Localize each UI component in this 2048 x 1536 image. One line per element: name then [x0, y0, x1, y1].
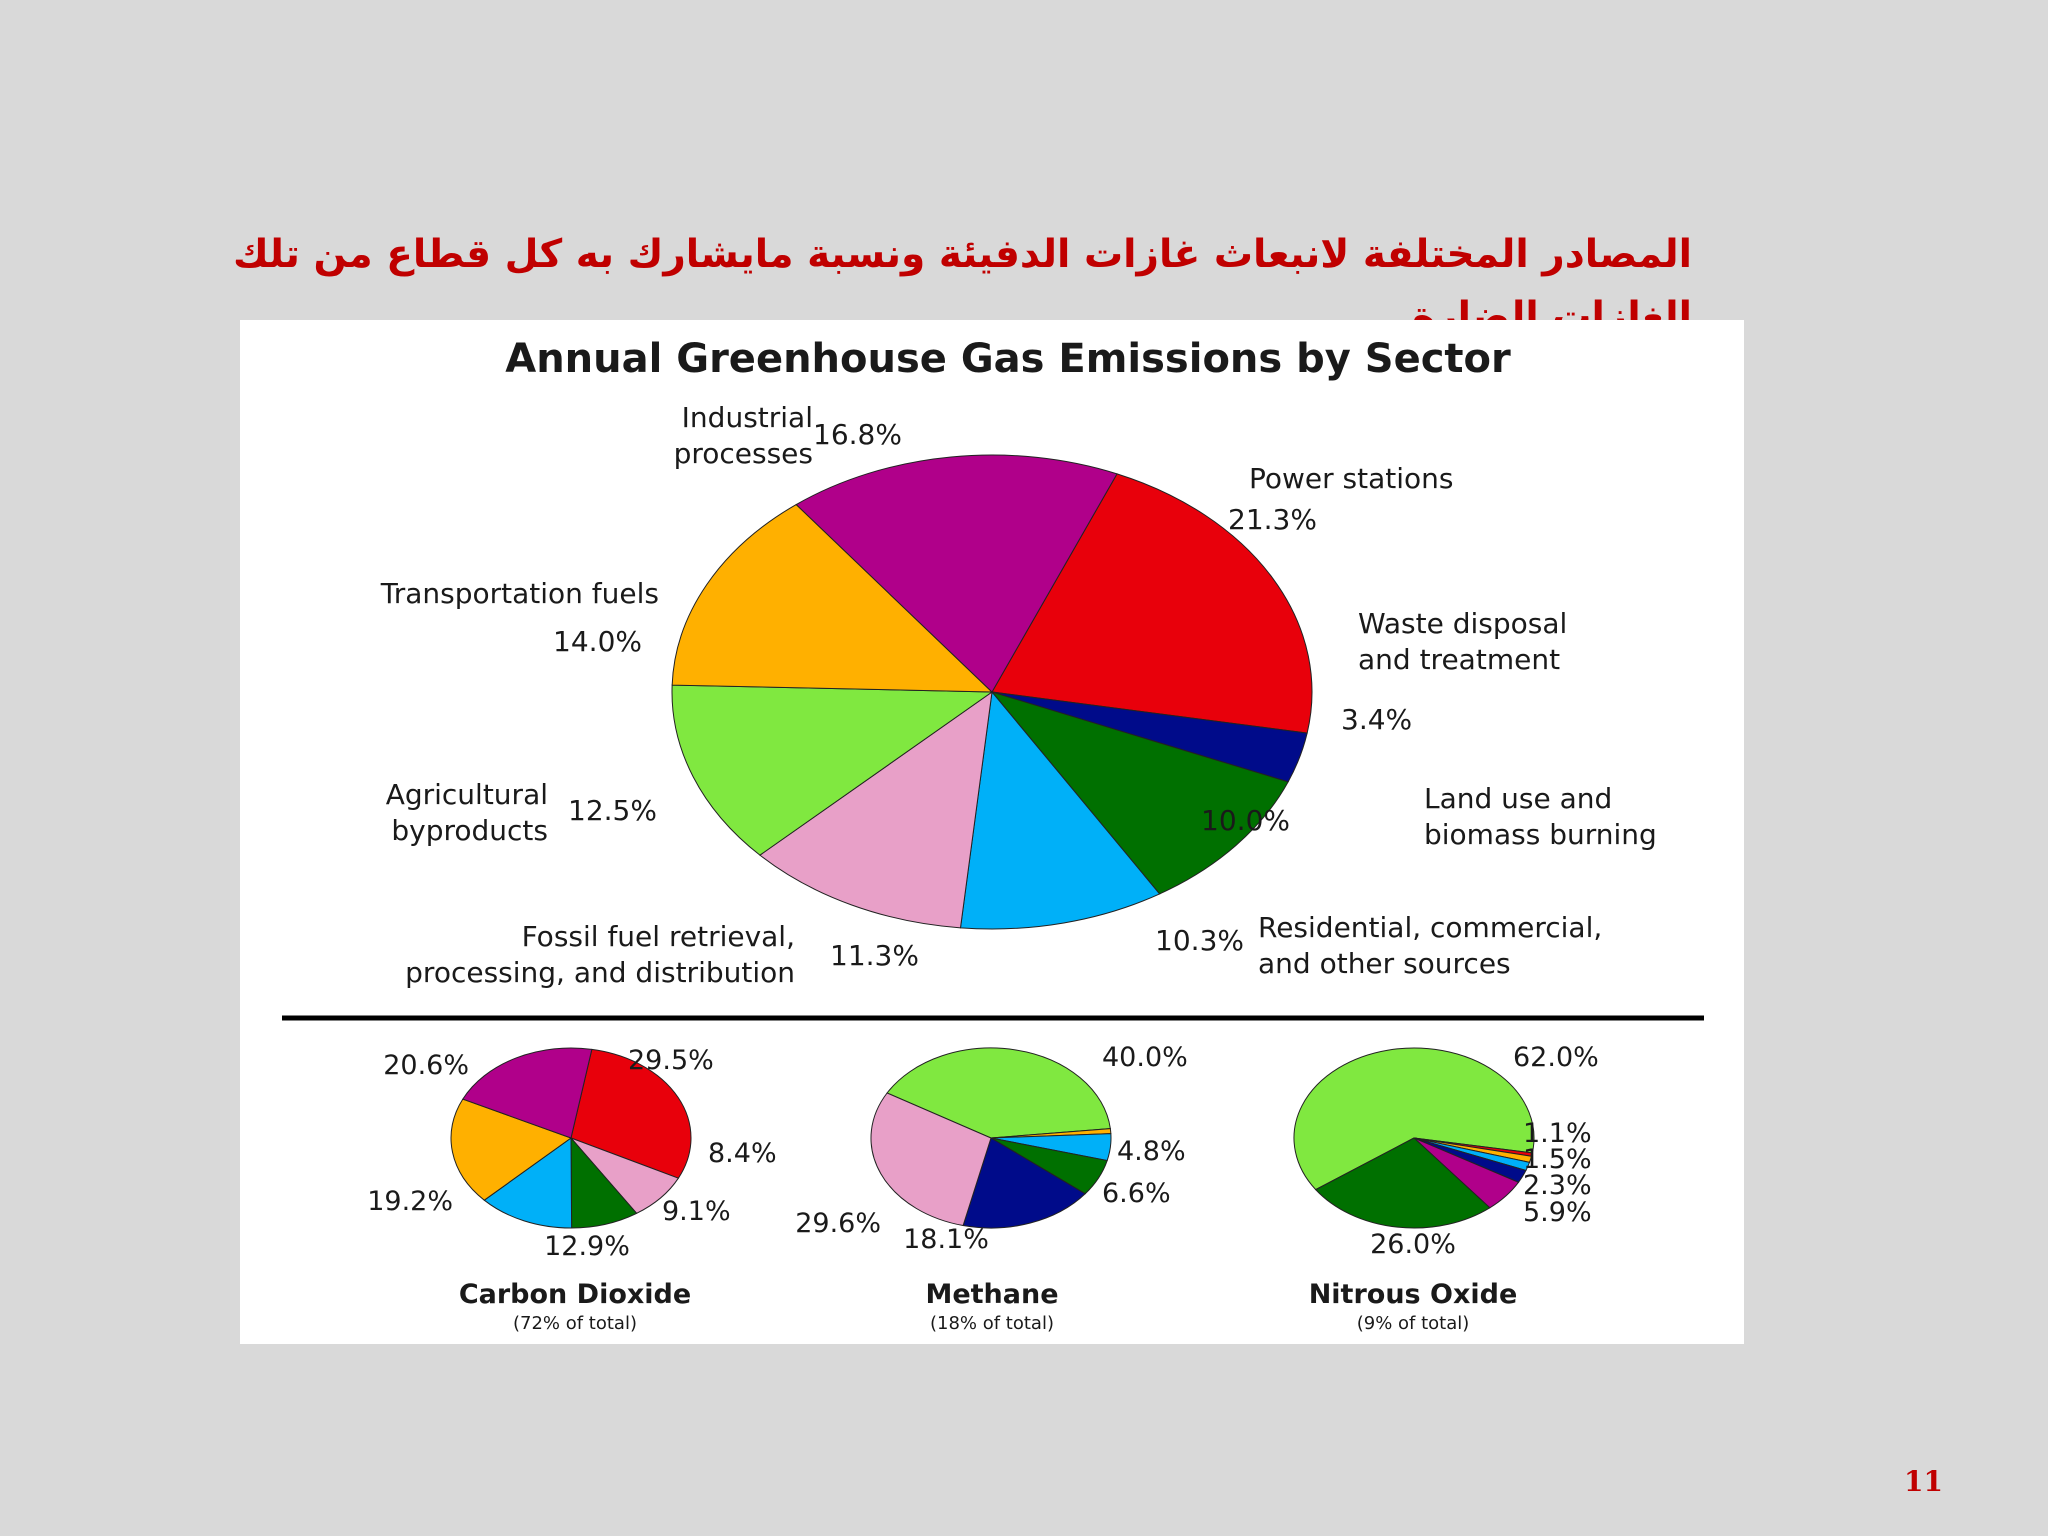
main-pie-category-label: Agricultural: [386, 778, 548, 811]
main-pie-slice: [991, 473, 1313, 734]
main-pie-category-label: Waste disposal: [1358, 607, 1567, 640]
main-pie-category-label: byproducts: [391, 814, 548, 847]
main-pie-category-label: Fossil fuel retrieval,: [522, 920, 795, 953]
methane-pie-value-label: 29.6%: [795, 1208, 881, 1239]
main-pie-category-label: Land use and: [1424, 782, 1612, 815]
methane-pie-value-label: 4.8%: [1117, 1136, 1186, 1167]
methane-pie-slice: [886, 1047, 1111, 1139]
main-pie-category-label: Transportation fuels: [380, 577, 659, 610]
nitrous-oxide-pie-value-label: 2.3%: [1523, 1170, 1592, 1201]
page-number: 11: [1904, 1465, 1943, 1498]
chart-svg: Annual Greenhouse Gas Emissions by Secto…: [282, 336, 1704, 1334]
methane-pie-slice: [870, 1092, 992, 1227]
co2-pie-slice: [570, 1048, 692, 1179]
main-pie-category-label: processes: [674, 437, 813, 470]
methane-subtitle: (18% of total): [930, 1313, 1054, 1334]
main-pie-category-label: biomass burning: [1424, 818, 1657, 851]
chart-figure: Annual Greenhouse Gas Emissions by Secto…: [240, 320, 1744, 1344]
co2-title: Carbon Dioxide: [459, 1279, 691, 1310]
main-pie-value-label: 10.3%: [1155, 924, 1244, 957]
main-pie-category-label: Industrial: [682, 401, 813, 434]
slide-title: المصادر المختلفة لانبعاث غازات الدفيئة و…: [232, 232, 1692, 339]
main-pie-category-label: Power stations: [1249, 462, 1454, 495]
co2-pie-value-label: 12.9%: [544, 1231, 630, 1262]
main-pie-slice: [671, 503, 994, 693]
main-pie-value-label: 11.3%: [830, 939, 919, 972]
nitrous-oxide-subtitle: (9% of total): [1357, 1313, 1470, 1334]
main-pie-category-label: and treatment: [1358, 643, 1560, 676]
co2-pie-value-label: 29.5%: [628, 1045, 714, 1076]
main-pie-category-label: and other sources: [1258, 947, 1511, 980]
main-pie-category-label: Residential, commercial,: [1258, 911, 1602, 944]
co2-subtitle: (72% of total): [513, 1313, 637, 1334]
nitrous-oxide-pie-value-label: 5.9%: [1523, 1197, 1592, 1228]
methane-title: Methane: [925, 1279, 1058, 1310]
main-pie-slice: [795, 454, 1118, 693]
co2-pie-slice: [450, 1098, 573, 1201]
nitrous-oxide-pie-value-label: 62.0%: [1513, 1042, 1599, 1073]
main-pie-value-label: 14.0%: [553, 625, 642, 658]
nitrous-oxide-pie-slice: [1293, 1047, 1535, 1191]
main-pie-category-label: processing, and distribution: [405, 956, 795, 989]
main-pie-slice: [759, 690, 993, 929]
methane-pie: 40.0% 4.8% 6.6% 18.1% 29.6%: [795, 1042, 1188, 1255]
main-pie-value-label: 3.4%: [1341, 703, 1412, 736]
main-pie-value-label: 12.5%: [568, 794, 657, 827]
nitrous-oxide-title: Nitrous Oxide: [1309, 1279, 1518, 1310]
co2-pie-value-label: 9.1%: [662, 1196, 731, 1227]
methane-pie-value-label: 18.1%: [903, 1224, 989, 1255]
co2-pie-value-label: 20.6%: [383, 1050, 469, 1081]
main-pie-slice: [671, 684, 994, 856]
main-pie-value-label: 16.8%: [813, 418, 902, 451]
co2-pie-value-label: 8.4%: [708, 1138, 777, 1169]
nitrous-oxide-pie-value-label: 1.1%: [1523, 1118, 1592, 1149]
main-pie-slice: [959, 690, 1161, 930]
co2-pie-value-label: 19.2%: [367, 1186, 453, 1217]
methane-pie-value-label: 40.0%: [1102, 1042, 1188, 1073]
nitrous-oxide-pie-value-label: 26.0%: [1370, 1229, 1456, 1260]
methane-pie-value-label: 6.6%: [1102, 1178, 1171, 1209]
chart-title: Annual Greenhouse Gas Emissions by Secto…: [505, 336, 1511, 382]
main-pie-value-label: 21.3%: [1228, 503, 1317, 536]
nitrous-oxide-pie: 62.0% 1.1%1.5%2.3%5.9% 26.0%: [1293, 1042, 1599, 1260]
main-pie-slice: [990, 691, 1289, 895]
co2-pie-slice: [462, 1047, 593, 1139]
nitrous-oxide-pie-slice: [1314, 1137, 1491, 1229]
co2-pie: 29.5% 8.4% 9.1% 12.9% 19.2% 20.6%: [367, 1045, 776, 1262]
co2-pie-slice: [483, 1137, 573, 1229]
nitrous-oxide-pie-value-label: 1.5%: [1523, 1144, 1592, 1175]
main-pie-value-label: 10.0%: [1201, 804, 1290, 837]
methane-pie-slice: [962, 1137, 1087, 1229]
